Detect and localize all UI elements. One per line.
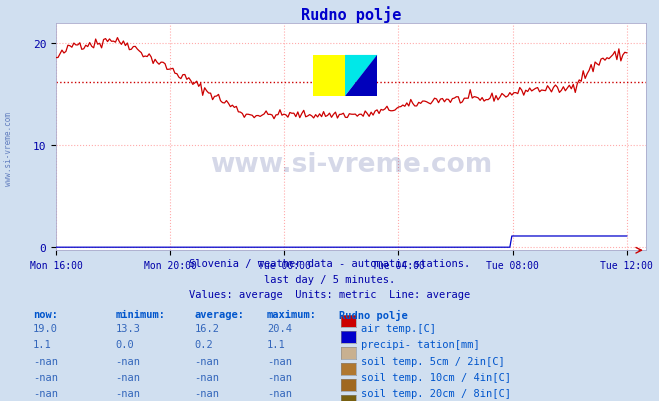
Text: 16.2: 16.2 xyxy=(194,324,219,334)
Text: -nan: -nan xyxy=(194,388,219,398)
Text: now:: now: xyxy=(33,309,58,319)
Text: -nan: -nan xyxy=(194,356,219,366)
Text: www.si-vreme.com: www.si-vreme.com xyxy=(210,152,492,178)
Text: -nan: -nan xyxy=(267,388,292,398)
Text: -nan: -nan xyxy=(267,356,292,366)
Text: minimum:: minimum: xyxy=(115,309,165,319)
Text: -nan: -nan xyxy=(33,356,58,366)
Polygon shape xyxy=(345,56,378,97)
Text: soil temp. 20cm / 8in[C]: soil temp. 20cm / 8in[C] xyxy=(361,388,511,398)
Text: -nan: -nan xyxy=(267,372,292,382)
Text: average:: average: xyxy=(194,309,244,319)
Text: 1.1: 1.1 xyxy=(33,340,51,350)
Title: Rudno polje: Rudno polje xyxy=(301,6,401,23)
Text: last day / 5 minutes.: last day / 5 minutes. xyxy=(264,275,395,285)
Text: 19.0: 19.0 xyxy=(33,324,58,334)
Polygon shape xyxy=(312,56,345,97)
Text: Slovenia / weather data - automatic stations.: Slovenia / weather data - automatic stat… xyxy=(189,259,470,269)
Text: -nan: -nan xyxy=(115,388,140,398)
Text: 0.0: 0.0 xyxy=(115,340,134,350)
Text: -nan: -nan xyxy=(194,372,219,382)
Text: 20.4: 20.4 xyxy=(267,324,292,334)
Text: air temp.[C]: air temp.[C] xyxy=(361,324,436,334)
Text: -nan: -nan xyxy=(115,372,140,382)
Text: -nan: -nan xyxy=(115,356,140,366)
Text: soil temp. 10cm / 4in[C]: soil temp. 10cm / 4in[C] xyxy=(361,372,511,382)
Text: 13.3: 13.3 xyxy=(115,324,140,334)
Text: -nan: -nan xyxy=(33,372,58,382)
Text: 1.1: 1.1 xyxy=(267,340,285,350)
Polygon shape xyxy=(345,56,378,97)
Text: www.si-vreme.com: www.si-vreme.com xyxy=(4,111,13,185)
Text: -nan: -nan xyxy=(33,388,58,398)
Text: Rudno polje: Rudno polje xyxy=(339,309,408,320)
Text: Values: average  Units: metric  Line: average: Values: average Units: metric Line: aver… xyxy=(189,290,470,300)
Text: maximum:: maximum: xyxy=(267,309,317,319)
Text: soil temp. 5cm / 2in[C]: soil temp. 5cm / 2in[C] xyxy=(361,356,505,366)
Text: precipi- tation[mm]: precipi- tation[mm] xyxy=(361,340,480,350)
Text: 0.2: 0.2 xyxy=(194,340,213,350)
